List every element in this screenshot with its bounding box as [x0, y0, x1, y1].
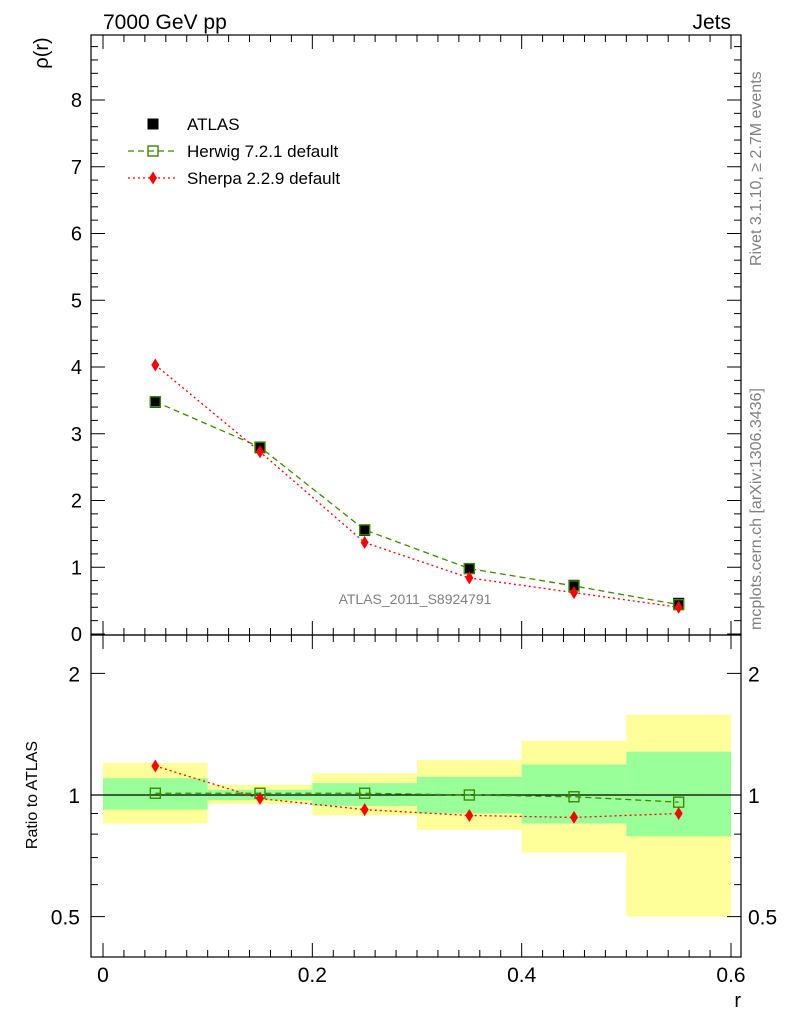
legend-marker-1 [147, 145, 159, 157]
ratio-panel: 0.5 0.5 1 1 2 2 0 0.2 0.4 0.6 Ratio to ATLAS r [24, 634, 777, 1012]
main-point-2-4 [570, 586, 578, 600]
mcplots-reference-label: mcplots.cern.ch [arXiv:1306.3436] [748, 388, 765, 630]
main-ytick-label: 7 [71, 157, 82, 179]
ratio-point-1-3 [465, 808, 474, 822]
ratio-y-axis-label: Ratio to ATLAS [24, 741, 41, 849]
ratio-point-1-2 [360, 803, 369, 817]
legend-marker-2 [149, 171, 157, 185]
ratio-xtick-label: 0 [97, 964, 109, 987]
ratio-point-1-5 [674, 806, 683, 820]
main-point-2-5 [674, 600, 683, 614]
main-series-line-2 [154, 364, 679, 608]
main-ytick-label: 6 [71, 224, 82, 246]
ratio-point-0-4 [568, 791, 580, 803]
ratio-point-0-3 [463, 789, 476, 801]
ratio-ytick-label-right: 2 [748, 663, 760, 686]
ratio-point-0-2 [358, 787, 371, 799]
main-point-2-2 [360, 536, 369, 550]
ratio-ytick-label-right: 1 [748, 785, 760, 808]
main-point-0-0 [149, 396, 161, 408]
main-ytick-label: 5 [71, 290, 82, 312]
ratio-point-1-0 [151, 759, 160, 773]
main-point-1-0 [149, 396, 162, 408]
ratio-band-stat-0 [103, 778, 208, 810]
main-ytick-label: 2 [71, 491, 82, 513]
main-point-2-0 [151, 358, 160, 372]
ratio-point-0-0 [149, 787, 162, 799]
ratio-point-1-4 [570, 810, 578, 824]
ratio-ytick-label-right: 0.5 [748, 907, 777, 930]
ratio-band-stat-5 [626, 751, 731, 837]
ratio-ytick-label-left: 2 [68, 663, 80, 686]
ratio-ytick-label-left: 0.5 [51, 907, 80, 930]
legend-marker-0 [147, 118, 159, 130]
main-ytick-label: 4 [71, 357, 82, 379]
main-ytick-label: 1 [71, 557, 82, 579]
legend-label-1: Herwig 7.2.1 default [187, 142, 338, 161]
main-ytick-label: 8 [71, 90, 82, 112]
main-y-axis-label: ρ(r) [31, 37, 53, 68]
ratio-frame [90, 634, 742, 958]
legend-label-0: ATLAS [187, 115, 240, 134]
main-point-2-1 [256, 445, 264, 459]
main-ytick-label: 3 [71, 424, 82, 446]
ratio-xtick-label: 0.4 [507, 964, 537, 987]
ratio-series-line-0 [155, 792, 679, 803]
main-point-1-2 [358, 524, 371, 536]
main-point-0-2 [359, 525, 371, 537]
header-left-label: 7000 GeV pp [103, 11, 227, 34]
main-series-line-1 [155, 401, 679, 606]
ratio-point-1-1 [256, 792, 264, 806]
main-point-0-4 [568, 579, 580, 591]
ratio-ytick-label-left: 1 [68, 785, 80, 808]
legend: ATLAS Herwig 7.2.1 default Sherpa 2.2.9 de… [128, 115, 340, 188]
main-point-0-3 [463, 563, 475, 575]
ratio-x-axis-label: r [734, 990, 741, 1012]
ratio-xtick-label: 0.2 [298, 964, 327, 987]
legend-label-2: Sherpa 2.2.9 default [187, 169, 340, 188]
header-right-label: Jets [692, 11, 731, 34]
analysis-watermark: ATLAS_2011_S8924791 [339, 591, 492, 607]
main-point-2-3 [465, 571, 474, 585]
rivet-version-label: Rivet 3.1.10, ≥ 2.7M events [748, 71, 765, 266]
ratio-series-line-1 [155, 765, 679, 819]
main-ytick-label: 0 [71, 624, 82, 646]
ratio-xtick-label: 0.6 [716, 964, 745, 987]
main-panel: 0 1 2 3 4 5 6 7 8 ρ(r) ATLAS Herwig 7.2.1 default Sh… [31, 34, 742, 646]
